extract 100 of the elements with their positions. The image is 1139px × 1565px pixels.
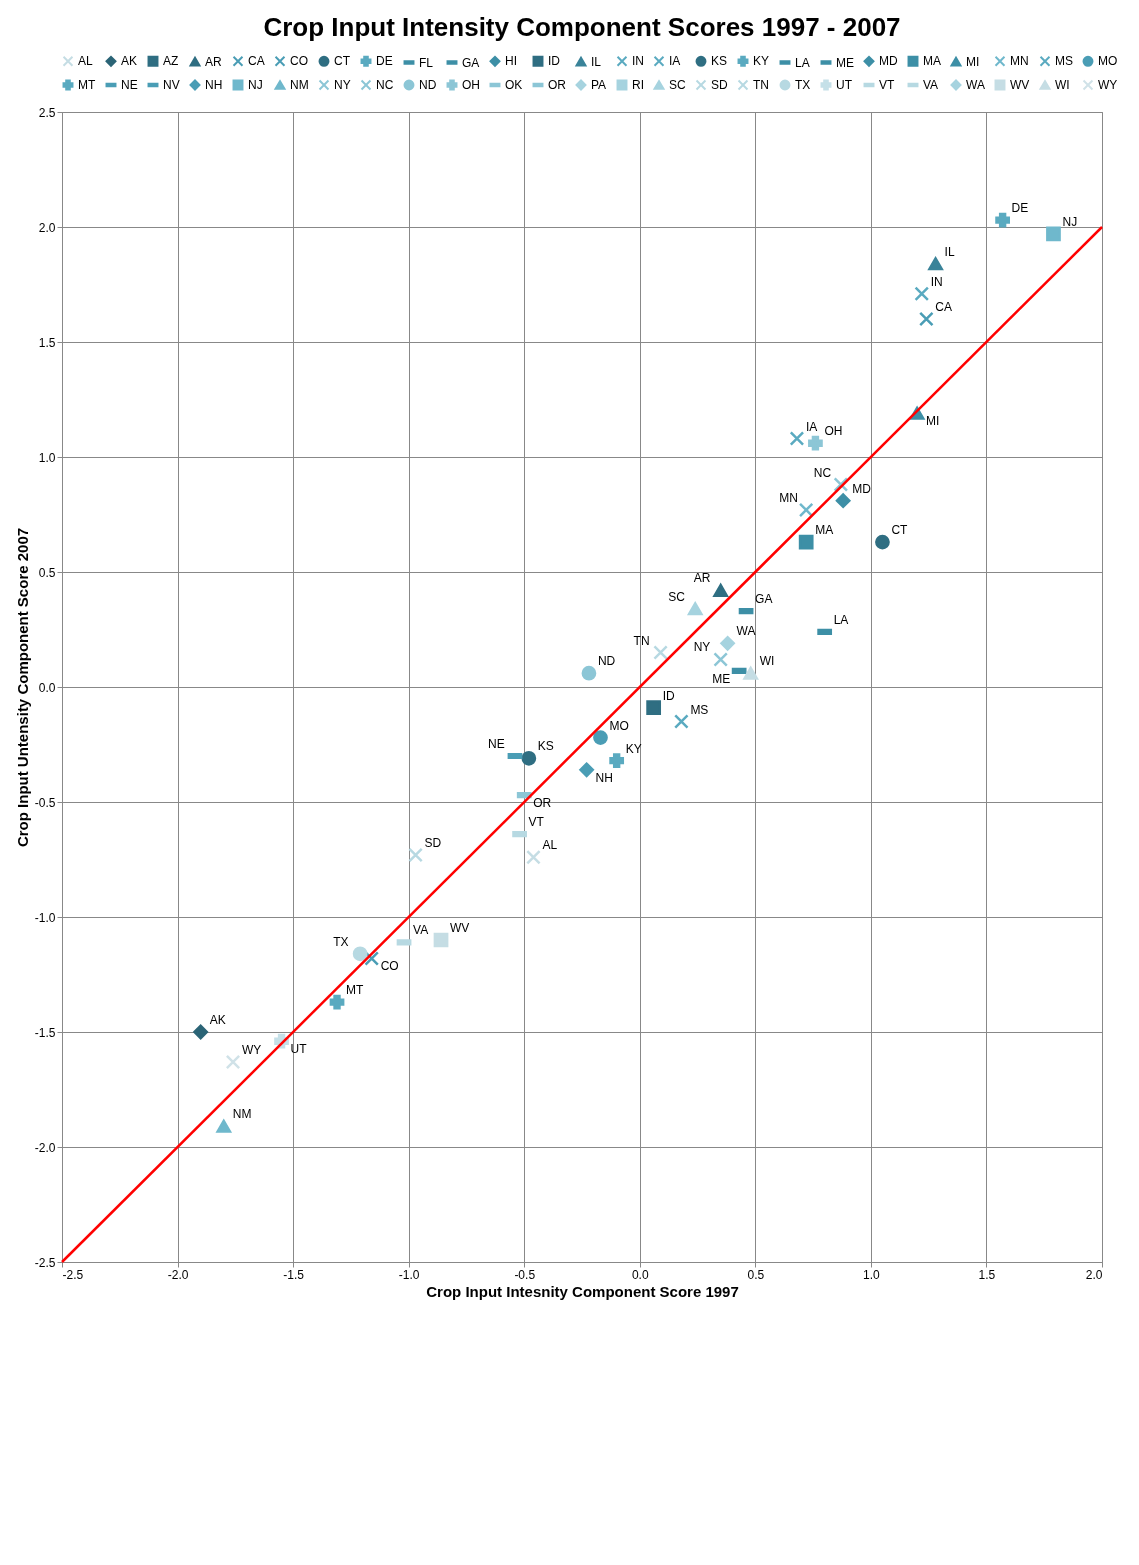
x-tick-label: 0.5 — [747, 1267, 765, 1282]
text: MO — [609, 718, 629, 733]
point — [408, 847, 423, 863]
x-tick-label: -2.0 — [167, 1267, 189, 1282]
x-tick-label: -0.5 — [514, 1267, 536, 1282]
text: MS — [690, 702, 709, 717]
legend-label: MD — [879, 54, 898, 69]
text: NJ — [1062, 214, 1078, 229]
point — [646, 700, 662, 716]
y-tick-label: 2.0 — [38, 220, 56, 235]
legend-label: MA — [923, 54, 941, 69]
legend-label: VT — [879, 78, 895, 92]
text: AK — [209, 1013, 226, 1027]
x-tick-label: 0.0 — [631, 1267, 649, 1282]
legend-label: UT — [836, 78, 853, 92]
text: NM — [232, 1107, 252, 1122]
point — [329, 994, 345, 1010]
point — [193, 1024, 209, 1040]
legend-label: WA — [966, 78, 985, 92]
text: AL — [542, 838, 558, 853]
legend-label: IA — [669, 54, 681, 69]
point — [593, 730, 608, 745]
text: IN — [930, 274, 943, 289]
legend-label: MO — [1098, 54, 1118, 69]
text: KS — [537, 739, 554, 754]
point — [579, 762, 594, 778]
legend-label: NE — [121, 78, 138, 92]
legend-label: NV — [163, 78, 180, 92]
text: NH — [595, 770, 613, 785]
legend-label: TX — [795, 78, 811, 92]
text: AR — [693, 571, 711, 586]
y-axis-title: Crop Input Untensity Component Score 2007 — [13, 527, 31, 848]
legend-label: ND — [419, 78, 437, 92]
chart-title: Crop Input Intensity Component Scores 1997 - 2007 — [263, 12, 901, 42]
legend-label: WY — [1098, 78, 1118, 92]
text: CO — [380, 959, 399, 974]
point — [674, 714, 689, 729]
point — [713, 583, 729, 597]
text: OH — [824, 424, 843, 439]
x-tick-label: -1.5 — [283, 1267, 305, 1282]
legend-label: FL — [419, 55, 434, 70]
legend-label: CO — [290, 54, 308, 69]
text: ME — [712, 671, 731, 686]
point — [798, 534, 814, 550]
point — [433, 932, 449, 948]
x-tick-label: 2.0 — [1085, 1267, 1103, 1282]
text: WY — [242, 1042, 262, 1057]
y-tick-label: 2.5 — [38, 105, 56, 120]
legend-label: NJ — [248, 78, 263, 92]
y-tick-label: 1.5 — [38, 335, 56, 350]
text: ND — [597, 654, 616, 669]
y-tick-label: 0.0 — [38, 680, 56, 695]
legend-label: KS — [711, 54, 728, 69]
x-tick-label: -1.0 — [398, 1267, 420, 1282]
text: SD — [424, 835, 442, 850]
text: MI — [926, 414, 940, 429]
text: MN — [779, 490, 798, 505]
point — [581, 665, 597, 681]
text: TN — [633, 633, 650, 648]
y-tick-label: 0.5 — [38, 565, 56, 580]
point — [720, 635, 735, 651]
legend-label: HI — [505, 54, 517, 69]
text: IA — [805, 419, 818, 434]
legend-label: CT — [334, 54, 351, 69]
text: VT — [528, 815, 544, 830]
legend-label: RI — [632, 78, 644, 92]
text: WI — [759, 654, 775, 669]
legend-label: TN — [753, 78, 769, 92]
text: MT — [346, 983, 364, 998]
text: IL — [944, 244, 955, 259]
point — [687, 602, 703, 616]
point — [995, 212, 1010, 228]
point — [928, 257, 943, 271]
text: DE — [1011, 201, 1029, 216]
point — [609, 753, 625, 768]
point — [526, 849, 541, 865]
point — [808, 435, 823, 451]
point — [216, 1119, 232, 1133]
text: MA — [815, 523, 834, 538]
y-tick-label: -1.5 — [34, 1025, 56, 1040]
text: LA — [833, 612, 849, 627]
text: KY — [625, 741, 642, 756]
x-tick-label: 1.0 — [863, 1267, 881, 1282]
text: ID — [662, 688, 675, 703]
text: UT — [290, 1042, 307, 1057]
y-tick-label: -1.0 — [34, 910, 56, 925]
point — [835, 493, 851, 509]
text: OR — [533, 796, 552, 811]
text: WV — [450, 921, 470, 935]
text: SC — [668, 589, 685, 604]
legend-label: PA — [591, 78, 607, 92]
text: NC — [813, 465, 832, 480]
y-tick-label: -0.5 — [34, 795, 56, 810]
legend-label: NC — [376, 78, 394, 92]
point — [789, 431, 805, 446]
legend-label: MT — [78, 78, 96, 92]
legend-label: DE — [376, 54, 393, 69]
text: CA — [935, 300, 953, 314]
legend-label: AK — [121, 54, 138, 69]
text: CT — [891, 523, 908, 538]
